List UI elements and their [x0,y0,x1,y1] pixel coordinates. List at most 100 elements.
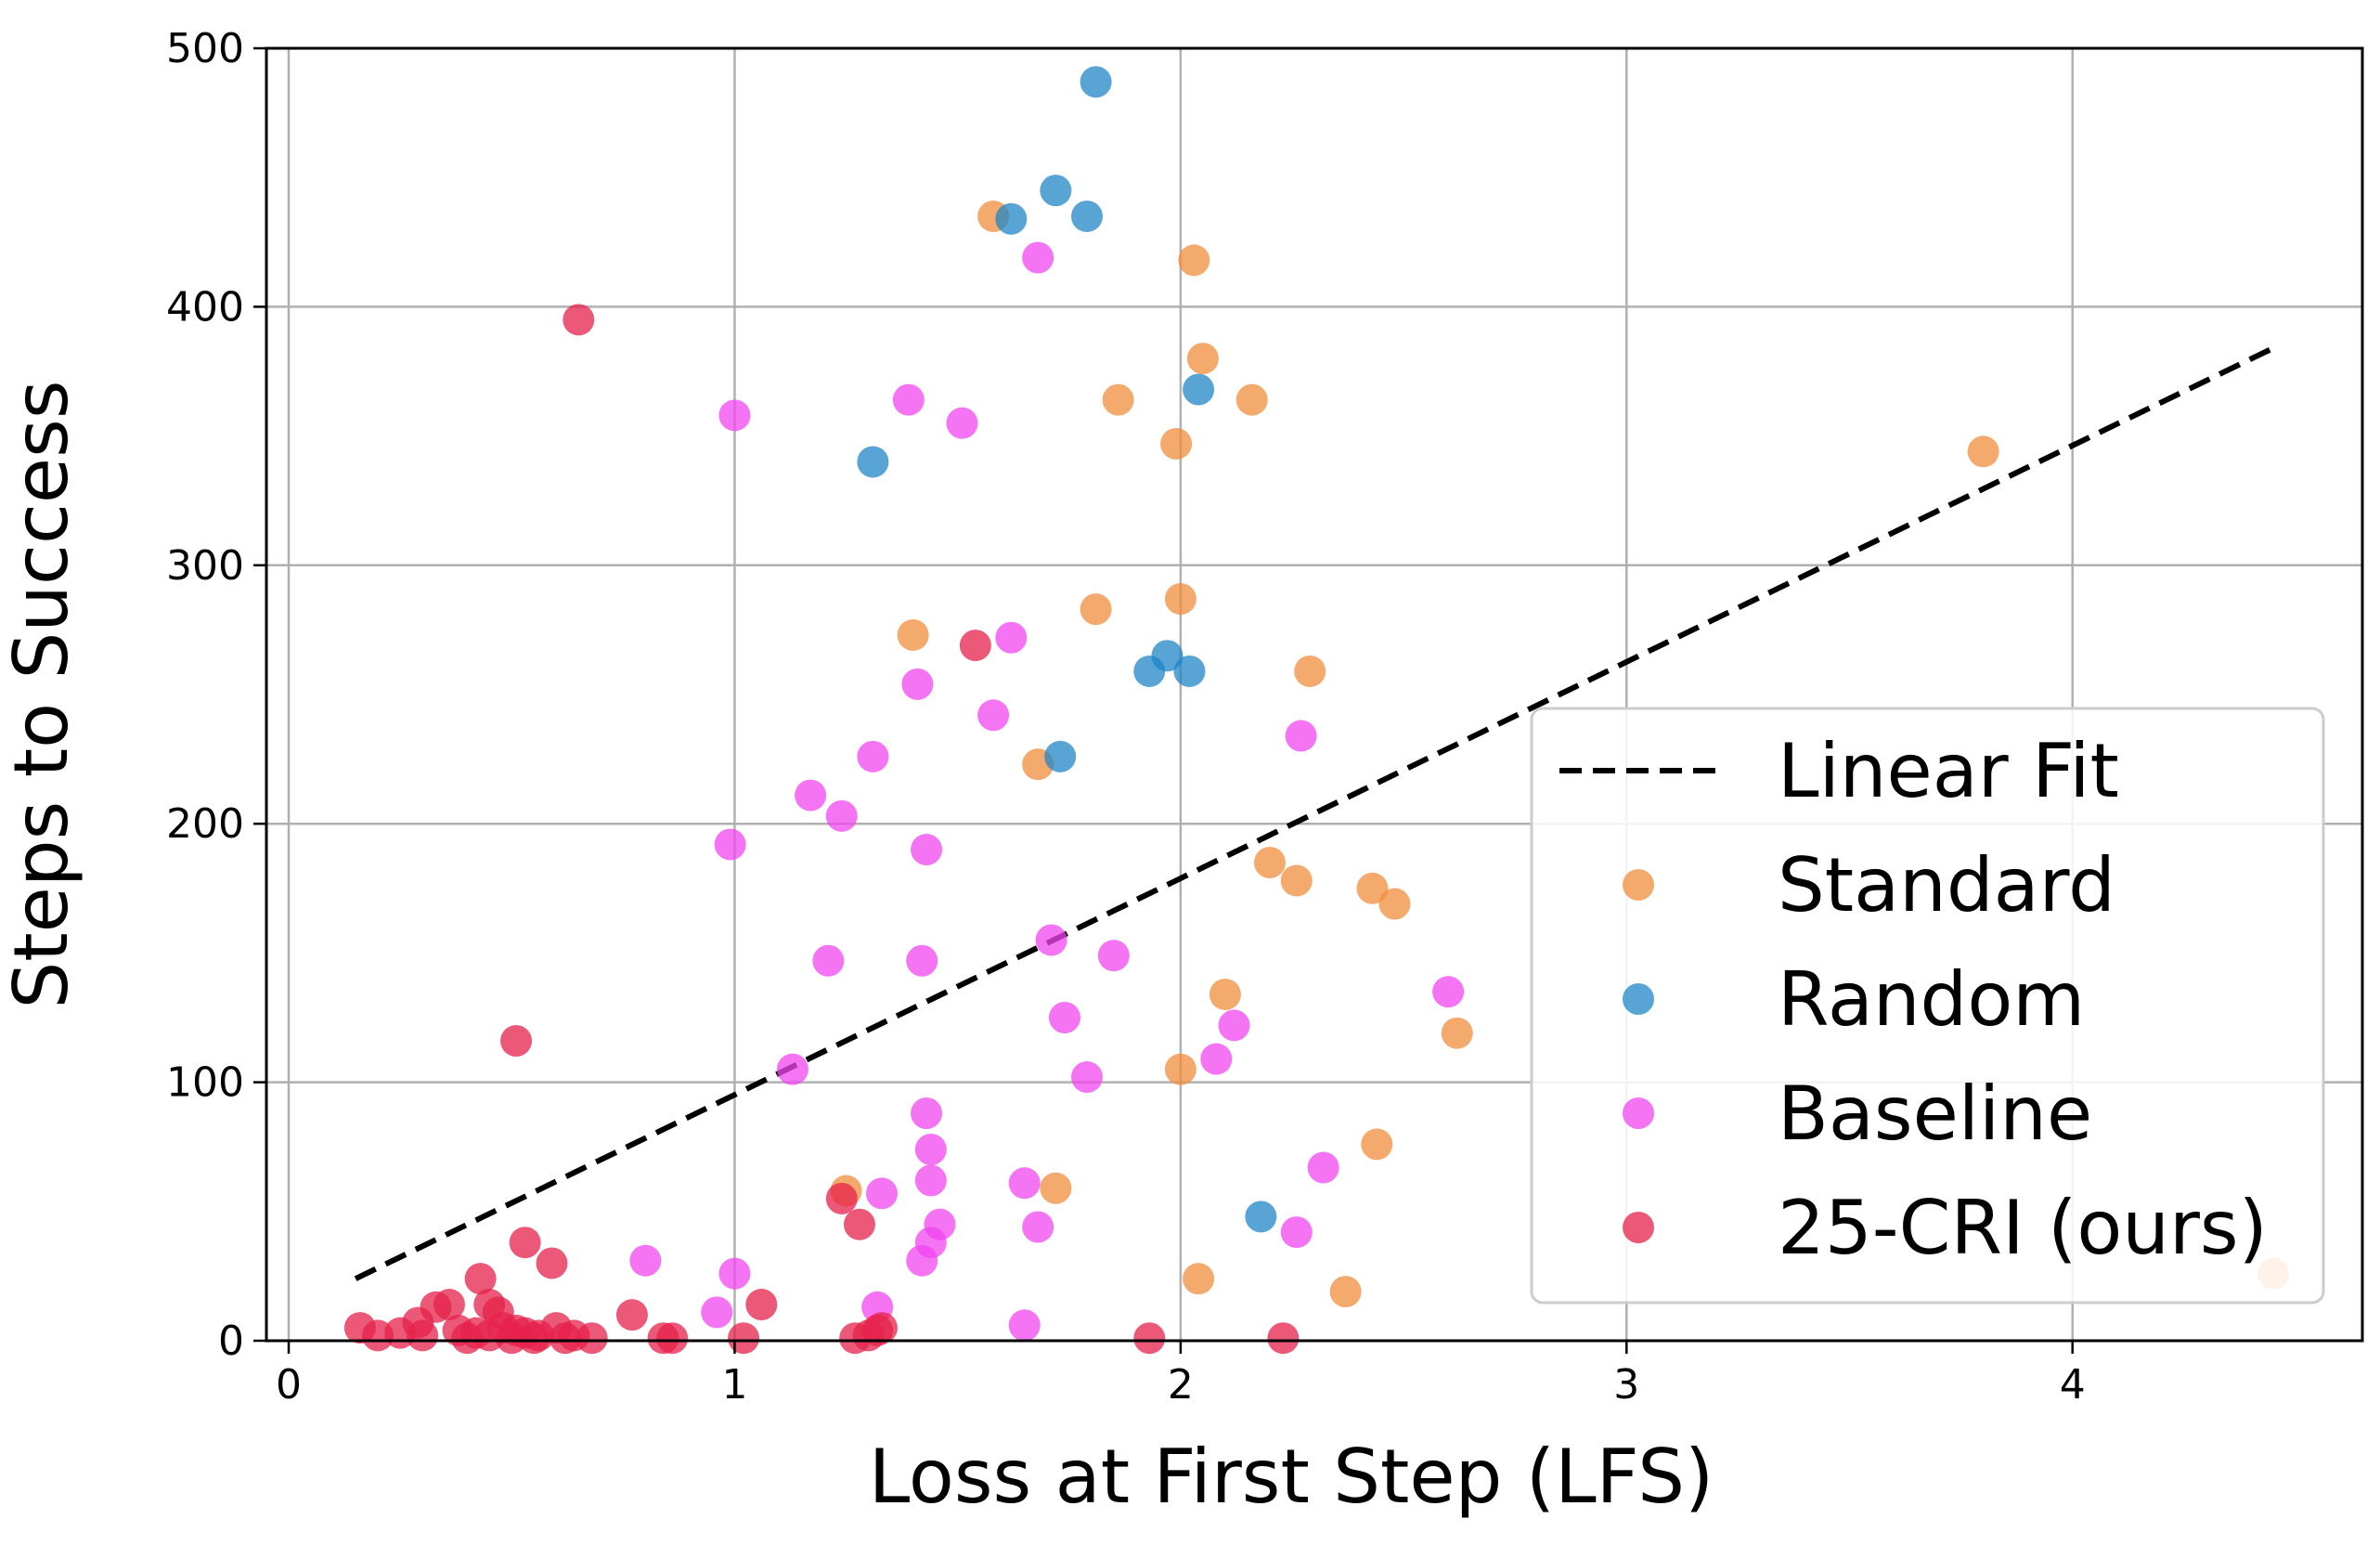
point-standard [1378,888,1411,920]
legend: Linear Fit Standard Random Baseline 25-C… [1530,707,2325,1305]
y-tick-label: 200 [166,800,244,848]
point-random [1040,175,1072,207]
point-baseline [995,621,1028,654]
point-25-cri-ours [825,1182,858,1214]
point-25-cri-ours [843,1208,875,1240]
legend-label-linear-fit: Linear Fit [1778,728,2119,814]
plot-frame [265,46,2364,1343]
point-baseline [1097,940,1130,972]
legend-label-standard: Standard [1778,842,2115,928]
point-random [1133,655,1166,687]
legend-box [1530,707,2325,1305]
point-baseline [701,1296,733,1329]
point-25-cri-ours [496,1322,528,1355]
point-baseline [1022,1211,1054,1243]
point-random [1070,200,1103,232]
point-baseline [1307,1151,1339,1184]
point-25-cri-ours [728,1322,760,1355]
point-random [1183,373,1215,406]
y-tick-label: 400 [166,283,244,331]
point-baseline [1200,1043,1233,1075]
point-baseline [1048,1002,1080,1033]
point-baseline [911,1097,943,1130]
point-baseline [776,1053,808,1085]
point-25-cri-ours [959,630,991,662]
point-random [1173,655,1206,687]
point-standard [1080,593,1112,626]
point-25-cri-ours [500,1025,533,1058]
point-25-cri-ours [865,1312,898,1344]
point-standard [1280,864,1313,897]
y-axis-title: Steps to Success [0,380,84,1008]
point-standard [1183,1263,1215,1295]
point-25-cri-ours [745,1289,778,1321]
point-baseline [906,1244,938,1277]
point-25-cri-ours [464,1263,497,1295]
point-baseline [1218,1009,1250,1042]
point-baseline [914,1133,947,1165]
point-baseline [629,1244,662,1277]
axis-ticks: 0 1 2 3 4 0 100 200 300 400 500 [166,25,2086,1409]
point-25-cri-ours [407,1319,439,1352]
point-25-cri-ours [656,1322,689,1355]
point-baseline [865,1177,898,1210]
point-baseline [718,1257,751,1290]
point-random [1080,66,1112,98]
y-tick-label: 0 [218,1318,244,1365]
legend-label-random: Random [1778,956,2085,1043]
point-baseline [1280,1216,1313,1249]
point-baseline [795,779,827,811]
legend-swatch-25-cri [1623,1212,1654,1243]
y-tick-label: 100 [166,1059,244,1107]
fit-line-layer [354,345,2275,1281]
point-baseline [718,399,751,432]
x-tick-label: 3 [1613,1361,1639,1409]
point-random [1245,1201,1277,1233]
point-25-cri-ours [615,1299,648,1331]
legend-swatch-baseline [1623,1097,1654,1129]
point-standard [1186,343,1219,375]
point-standard [1253,846,1286,878]
point-baseline [857,740,889,772]
point-baseline [1285,720,1317,752]
point-baseline [914,1164,947,1197]
point-baseline [1432,976,1465,1008]
point-standard [1235,383,1268,416]
point-baseline [892,383,925,416]
point-25-cri-ours [509,1227,541,1259]
point-baseline [977,699,1010,732]
point-baseline [825,799,858,832]
point-standard [1164,582,1196,615]
point-baseline [911,834,943,866]
point-baseline [1035,924,1067,956]
point-25-cri-ours [1133,1322,1166,1355]
legend-swatch-random [1623,983,1654,1015]
point-standard [1967,435,1999,468]
point-standard [1356,872,1389,904]
x-tick-label: 0 [276,1361,302,1409]
x-tick-label: 4 [2060,1361,2086,1409]
point-standard [1361,1128,1393,1161]
point-standard [1160,427,1193,460]
point-standard [1329,1276,1362,1308]
point-random [1044,740,1077,772]
point-25-cri-ours [576,1322,608,1355]
y-tick-label: 500 [166,25,244,72]
point-baseline [1008,1309,1041,1342]
point-25-cri-ours [536,1247,568,1279]
point-baseline [901,668,934,700]
point-baseline [1022,241,1054,274]
point-random [995,202,1028,235]
point-25-cri-ours [563,304,595,336]
legend-swatch-standard [1623,869,1654,901]
x-tick-label: 2 [1168,1361,1194,1409]
point-standard [1441,1017,1473,1049]
point-baseline [714,828,746,861]
point-standard [1040,1172,1072,1204]
linear-fit-line [354,345,2275,1281]
point-standard [1102,383,1134,416]
point-25-cri-ours [1267,1322,1300,1355]
point-25-cri-ours [518,1322,550,1355]
point-baseline [1070,1061,1103,1094]
